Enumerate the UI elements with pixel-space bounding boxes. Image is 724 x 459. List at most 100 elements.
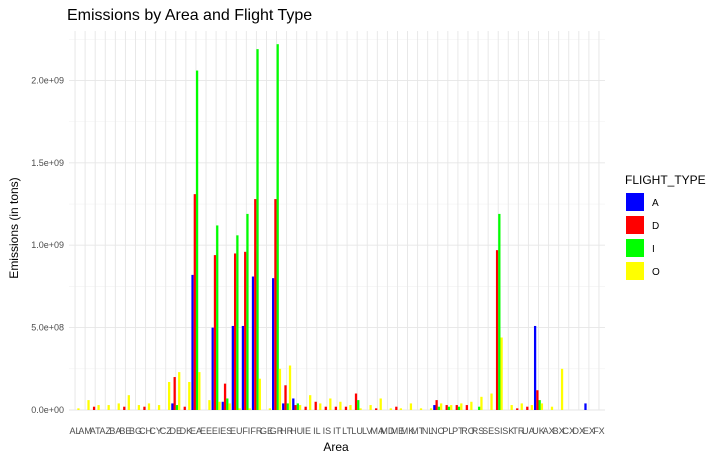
x-tick-label: CH (139, 426, 152, 436)
bar-O-GR (278, 368, 282, 410)
bar-O-PT (460, 403, 463, 410)
bar-O-BE (127, 395, 130, 410)
bar-O-LU (359, 408, 362, 410)
bar-D-HU (294, 405, 297, 410)
bar-D-IE (304, 406, 307, 410)
legend-label-D: D (652, 221, 659, 232)
bar-O-BG (137, 405, 141, 410)
bar-D-UK (536, 390, 539, 410)
bar-D-CH (143, 406, 146, 410)
bar-O-ES (228, 403, 231, 410)
x-tick-label: BX (553, 426, 565, 436)
bar-O-RS (480, 396, 483, 410)
bar-A-GR (272, 278, 275, 410)
x-tick-label: MD (380, 426, 394, 436)
x-tick-label: DK (180, 426, 193, 436)
x-tick-label: BE (119, 426, 131, 436)
y-tick-label: 2.0e+09 (31, 75, 64, 85)
bar-O-HR (288, 365, 292, 410)
bar-A-FI (241, 325, 245, 410)
bar-O-CZ (167, 381, 171, 410)
x-tick-label: FX (593, 426, 605, 436)
bar-O-AX (550, 406, 554, 410)
bar-D-IT (334, 406, 337, 410)
bar-O-ME (399, 408, 402, 410)
bar-D-NO (435, 400, 438, 410)
bar-D-TR (516, 408, 519, 410)
bar-D-GR (274, 199, 277, 410)
bar-A-EX (584, 403, 587, 410)
bar-I-RS (478, 406, 481, 410)
bar-I-SI (498, 213, 501, 410)
bar-O-CH (147, 403, 151, 410)
x-tick-label: GR (270, 426, 284, 436)
bar-D-FR (254, 199, 257, 410)
y-tick-label: 1.0e+09 (31, 240, 64, 250)
x-axis-title: Area (323, 440, 349, 454)
x-tick-label: TR (512, 426, 524, 436)
bar-O-EE (208, 400, 211, 410)
bar-A-ES (221, 401, 224, 410)
x-tick-label: AT (90, 426, 101, 436)
grid (69, 31, 605, 411)
x-tick-label: HU (290, 426, 303, 436)
x-tick-label: GE (260, 426, 273, 436)
x-tick-label: FR (250, 426, 262, 436)
legend-title: FLIGHT_TYPE (625, 173, 706, 187)
bar-O-DE (178, 372, 181, 410)
bar-I-EU (236, 235, 239, 410)
bar-O-GE (268, 408, 272, 410)
bar-I-FR (256, 49, 259, 410)
bar-O-EA (198, 372, 201, 410)
bar-A-EU (231, 325, 234, 410)
bar-D-LT (344, 406, 348, 410)
x-tick-label: ME (391, 426, 405, 436)
bar-O-TR (520, 403, 523, 410)
bar-A-NO (433, 405, 436, 410)
bar-I-EI (216, 225, 219, 410)
legend: FLIGHT_TYPE A D I O (625, 173, 706, 280)
x-tick-label: PT (452, 426, 464, 436)
legend-key-O (626, 262, 644, 280)
bar-D-MA (375, 408, 378, 410)
x-tick-label: MA (371, 426, 385, 436)
bar-I-ES (226, 398, 229, 410)
bar-O-SE (490, 393, 493, 410)
bar-D-FI (244, 251, 247, 410)
bar-O-MK (409, 403, 413, 410)
bar-D-LU (354, 393, 358, 410)
x-tick-label: HR (280, 426, 293, 436)
x-tick-label: NO (431, 426, 445, 436)
x-tick-label: AL (70, 426, 81, 436)
bar-O-BA (117, 403, 120, 410)
bar-O-IE (309, 395, 312, 410)
x-tick-label: EI (212, 426, 221, 436)
bar-A-EI (211, 327, 214, 410)
bar-I-HR (286, 403, 289, 410)
bar-O-EI (218, 401, 221, 410)
x-tick-label: IE (303, 426, 312, 436)
y-tick-label: 0.0e+00 (31, 405, 64, 415)
bar-I-EA (195, 70, 199, 411)
bar-O-AT (97, 405, 100, 410)
x-tick-label: MT (411, 426, 424, 436)
bar-A-DE (171, 403, 174, 410)
bar-O-BX (560, 368, 564, 410)
bar-D-RO (465, 405, 468, 410)
bar-O-IT (339, 401, 342, 410)
x-tick-label: MK (401, 426, 415, 436)
x-tick-label: EU (230, 426, 243, 436)
bar-I-NO (437, 406, 441, 410)
bar-I-PT (457, 406, 461, 410)
x-tick-label: LV (362, 426, 372, 436)
x-tick-label: IS (323, 426, 332, 436)
x-tick-label: UK (532, 426, 545, 436)
x-tick-label: BA (109, 426, 121, 436)
bar-O-UK (540, 403, 544, 410)
x-tick-label: SI (494, 426, 503, 436)
bar-D-EU (233, 253, 237, 410)
x-tick-label: IT (333, 426, 342, 436)
bar-D-BE (123, 406, 126, 410)
